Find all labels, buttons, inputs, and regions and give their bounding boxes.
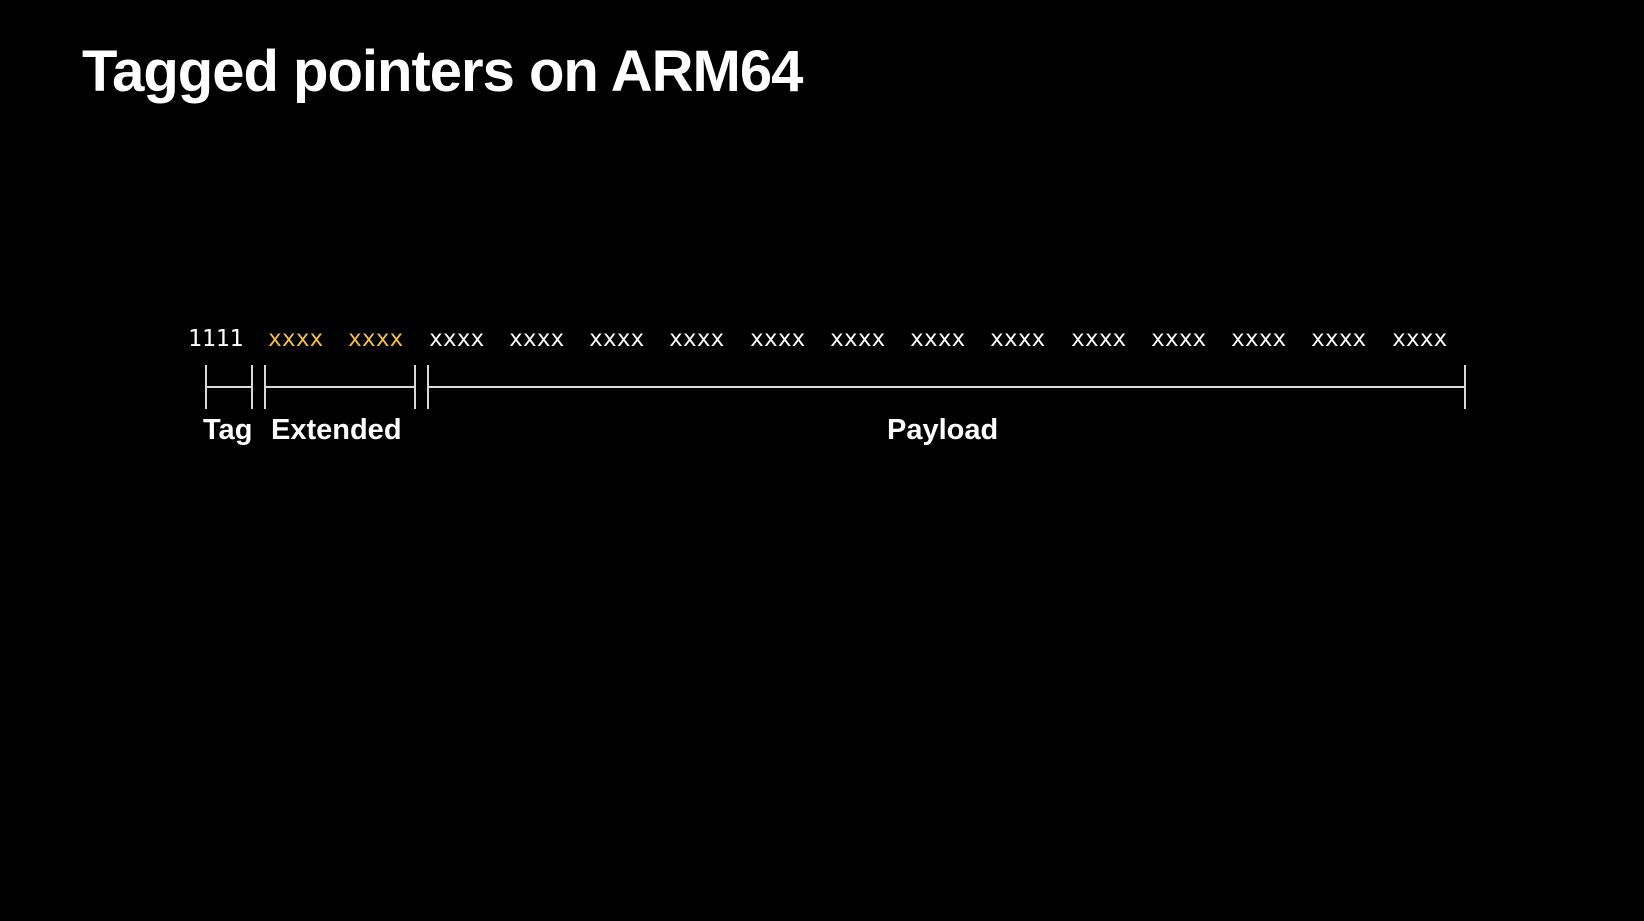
payload-bracket: [427, 365, 1466, 409]
extended-bit-group: xxxx: [268, 326, 324, 352]
payload-bit-group: xxxx: [1151, 326, 1207, 352]
extended-bit-group: xxxx: [348, 326, 404, 352]
tag-bracket: [205, 365, 253, 409]
payload-bit-group: xxxx: [429, 326, 485, 352]
payload-bit-group: xxxx: [1392, 326, 1448, 352]
payload-bit-group: xxxx: [1231, 326, 1287, 352]
payload-bit-group: xxxx: [669, 326, 725, 352]
payload-label: Payload: [887, 414, 999, 446]
slide-title: Tagged pointers on ARM64: [82, 39, 803, 104]
tag-bits: 1111: [188, 326, 244, 352]
extended-bracket: [264, 365, 416, 409]
extended-label: Extended: [271, 414, 402, 446]
payload-bit-group: xxxx: [830, 326, 886, 352]
payload-bit-group: xxxx: [589, 326, 645, 352]
pointer-bit-row: 1111 xxxx xxxx xxxx xxxx xxxx xxxx xxxx …: [0, 322, 1644, 356]
payload-bit-group: xxxx: [910, 326, 966, 352]
payload-bit-group: xxxx: [990, 326, 1046, 352]
tag-label: Tag: [203, 414, 253, 446]
payload-bit-group: xxxx: [509, 326, 565, 352]
payload-bit-group: xxxx: [750, 326, 806, 352]
payload-bit-group: xxxx: [1071, 326, 1127, 352]
payload-bit-group: xxxx: [1311, 326, 1367, 352]
